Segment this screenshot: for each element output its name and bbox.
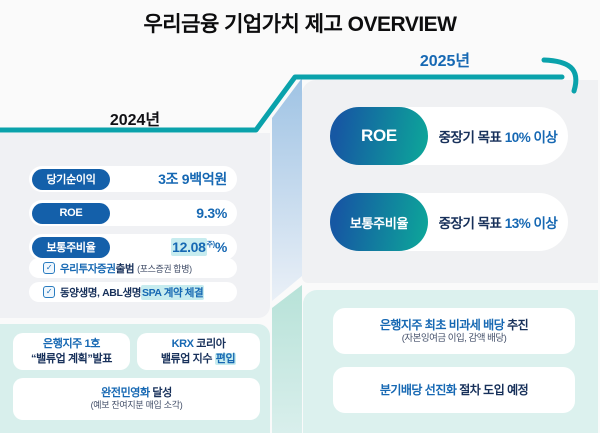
target-value: 10% 이상 <box>504 130 558 145</box>
checkbox-icon: ✓ <box>43 262 55 274</box>
plan-line1: 분기배당 선진화 절차 도입 예정 <box>333 382 575 398</box>
plan-line1-em: 은행지주 최초 비과세 배당 <box>379 317 505 332</box>
milestone-box-krx-index: KRX 코리아 밸류업 지수 편입 <box>137 333 260 370</box>
plan-line1: 은행지주 최초 비과세 배당 추진 <box>333 317 575 333</box>
side-strip-mint <box>272 285 302 433</box>
plan-line1-em: 분기배당 선진화 <box>379 382 457 397</box>
achievement-name: 우리투자증권 <box>60 262 116 275</box>
plan-box-quarterly-dividend: 분기배당 선진화 절차 도입 예정 <box>333 367 575 413</box>
milestone-box-privatization: 완전민영화 달성 (예보 잔여지분 매입 소각) <box>13 378 260 420</box>
plan-note: (자본잉여금 이입, 감액 배당) <box>401 332 507 344</box>
metric-label-pill: 보통주비율 <box>32 236 110 258</box>
achievement-row-securities: ✓ 우리투자증권 출범 (포스증권 합병) <box>29 258 237 278</box>
milestone-line2-em: 편입 <box>214 352 237 365</box>
metric-value: 12.08주)% <box>171 238 227 256</box>
metric-row-cet1: 보통주비율 12.08주)% <box>29 234 237 260</box>
metric-row-roe: ROE 9.3% <box>29 200 237 226</box>
target-row-cet1: 보통주비율 중장기 목표 13% 이상 <box>330 193 568 251</box>
target-label-pill: ROE <box>330 107 428 165</box>
milestone-line1-rest: 코리아 <box>193 337 226 350</box>
metric-label-pill: ROE <box>32 202 110 224</box>
plans-2025-content: 은행지주 최초 비과세 배당 추진 (자본잉여금 이입, 감액 배당) 분기배당… <box>303 290 598 433</box>
milestone-line2-text: 밸류업 지수 <box>160 352 215 365</box>
metric-value: 9.3% <box>196 205 227 221</box>
target-text: 중장기 목표 13% 이상 <box>428 212 568 232</box>
milestone-box-valueup-plan: 은행지주 1호 “밸류업 계획”발표 <box>13 333 130 370</box>
plan-line1-rest: 추진 <box>504 317 529 332</box>
metric-unit: % <box>214 239 227 255</box>
milestones-2024-content: 은행지주 1호 “밸류업 계획”발표 KRX 코리아 밸류업 지수 편입 완전민… <box>0 324 270 433</box>
targets-2025-content: ROE 중장기 목표 10% 이상 보통주비율 중장기 목표 13% 이상 <box>302 80 598 283</box>
year-label-2024: 2024년 <box>109 112 161 129</box>
milestone-line1-em: 완전민영화 <box>101 386 150 399</box>
checkbox-icon: ✓ <box>43 286 55 298</box>
results-2024-content: 당기순이익 3조 9백억원 ROE 9.3% 보통주비율 12.08주)% ✓ … <box>0 133 270 318</box>
achievement-note: (포스증권 합병) <box>137 263 192 274</box>
achievement-row-insurance: ✓ 동양생명, ABL생명 SPA 계약 체결 <box>29 282 237 302</box>
milestone-line2: “밸류업 계획”발표 <box>31 352 112 365</box>
metric-label-pill: 당기순이익 <box>32 168 110 190</box>
target-label-pill: 보통주비율 <box>330 193 428 251</box>
achievement-name: 동양생명, ABL생명 <box>60 286 141 299</box>
footnote-mark: 주) <box>206 241 215 249</box>
target-row-roe: ROE 중장기 목표 10% 이상 <box>330 107 568 165</box>
target-value: 13% 이상 <box>504 216 558 231</box>
year-label-2025: 2025년 <box>419 53 471 70</box>
page-title: 우리금융 기업가치 제고 OVERVIEW <box>143 13 457 36</box>
milestone-line1-em: KRX <box>171 337 194 350</box>
milestone-line1: 완전민영화 달성 <box>13 386 260 401</box>
achievement-action: SPA 계약 체결 <box>140 284 205 300</box>
milestone-line1: KRX 코리아 <box>137 337 260 352</box>
target-text: 중장기 목표 10% 이상 <box>428 126 568 146</box>
target-prefix: 중장기 목표 <box>438 216 505 231</box>
milestone-line1: 은행지주 1호 <box>43 337 100 350</box>
milestone-line2: 밸류업 지수 편입 <box>137 352 260 367</box>
metric-row-net-income: 당기순이익 3조 9백억원 <box>29 166 237 192</box>
plan-line1-rest: 절차 도입 예정 <box>456 382 529 397</box>
target-prefix: 중장기 목표 <box>438 130 505 145</box>
side-strip-blue <box>272 78 302 301</box>
milestone-line1-rest: 달성 <box>149 386 172 399</box>
milestone-note: (예보 잔여지분 매입 소각) <box>90 400 183 411</box>
metric-value: 3조 9백억원 <box>158 171 227 187</box>
achievement-action: 출범 <box>115 262 135 275</box>
metric-value-highlight: 12.08 <box>171 238 207 256</box>
plan-box-tax-free-dividend: 은행지주 최초 비과세 배당 추진 (자본잉여금 이입, 감액 배당) <box>333 308 575 354</box>
